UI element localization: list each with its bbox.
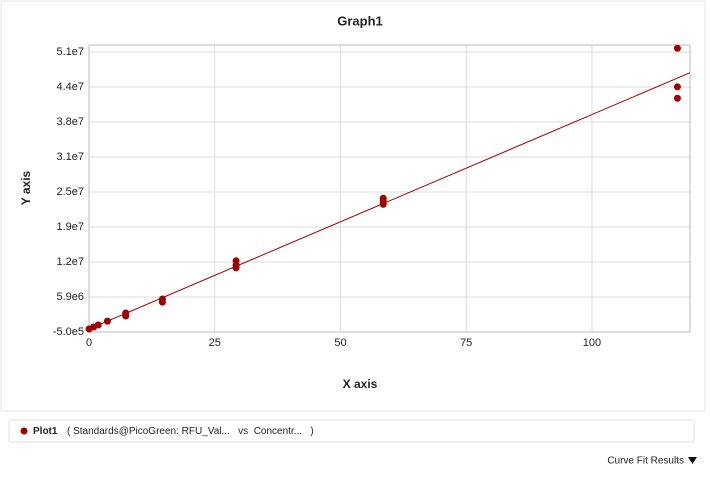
chart-title: Graph1 <box>337 13 383 28</box>
plot-area <box>88 44 691 333</box>
y-tick-label: -5.0e5 <box>53 326 84 338</box>
data-point <box>85 325 93 333</box>
dropdown-arrow[interactable] <box>688 457 697 464</box>
x-axis-label: X axis <box>343 377 378 391</box>
data-point <box>379 200 387 208</box>
y-axis-label: Y axis <box>19 170 33 205</box>
x-tick-label: 100 <box>583 337 601 349</box>
x-tick-label: 25 <box>209 337 221 349</box>
y-tick-label: 5.1e7 <box>56 46 84 58</box>
y-tick-label: 1.2e7 <box>56 256 84 268</box>
legend-box <box>8 419 695 443</box>
data-point <box>673 83 681 91</box>
data-point <box>673 44 681 52</box>
data-point <box>673 94 681 102</box>
legend-marker <box>20 427 28 435</box>
marks <box>85 44 691 333</box>
fit-line <box>88 72 691 330</box>
x-tick-label: 50 <box>334 337 346 349</box>
y-tick-label: 3.8e7 <box>56 116 84 128</box>
curve-fit-results[interactable]: Curve Fit Results <box>607 456 684 467</box>
chart-frame <box>0 0 706 412</box>
y-tick-label: 4.4e7 <box>56 81 84 93</box>
x-tick-label: 0 <box>86 337 92 349</box>
data-point <box>122 312 130 320</box>
y-tick-label: 2.5e7 <box>56 186 84 198</box>
y-tick-label: 5.9e6 <box>56 291 84 303</box>
y-tick-label: 1.9e7 <box>56 221 84 233</box>
data-point <box>103 317 111 325</box>
data-point <box>232 264 240 272</box>
data-point <box>158 298 166 306</box>
legend-label: Plot1 <box>33 426 58 437</box>
y-tick-label: 3.1e7 <box>56 151 84 163</box>
legend-detail: ( Standards@PicoGreen: RFU_Val... vs Con… <box>67 426 314 437</box>
x-tick-label: 75 <box>460 337 472 349</box>
grid <box>88 45 690 333</box>
